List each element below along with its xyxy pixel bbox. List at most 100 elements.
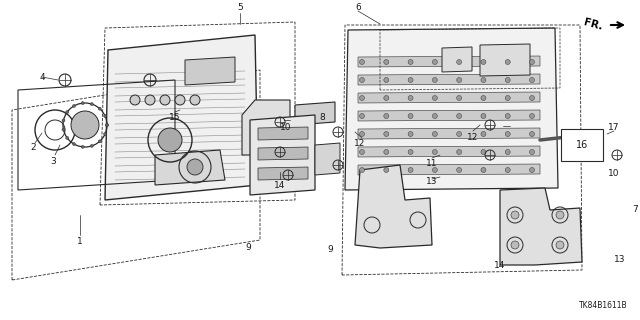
Text: 14: 14 (275, 180, 285, 189)
Polygon shape (358, 92, 540, 103)
Text: 13: 13 (426, 178, 438, 187)
Circle shape (433, 60, 437, 65)
Text: 9: 9 (327, 245, 333, 254)
Polygon shape (480, 44, 530, 76)
Circle shape (408, 114, 413, 118)
Circle shape (505, 77, 510, 83)
Circle shape (145, 95, 155, 105)
Circle shape (71, 111, 99, 139)
Circle shape (433, 167, 437, 172)
Polygon shape (500, 188, 582, 265)
Text: 14: 14 (494, 260, 506, 269)
Circle shape (384, 60, 388, 65)
Circle shape (90, 103, 93, 106)
Circle shape (130, 95, 140, 105)
Circle shape (360, 60, 365, 65)
Circle shape (457, 114, 461, 118)
Polygon shape (258, 147, 308, 160)
Circle shape (457, 149, 461, 155)
Circle shape (457, 95, 461, 100)
Circle shape (529, 60, 534, 65)
Circle shape (104, 132, 107, 135)
Circle shape (360, 77, 365, 83)
Circle shape (158, 128, 182, 152)
Circle shape (481, 60, 486, 65)
Circle shape (81, 145, 84, 148)
Circle shape (481, 114, 486, 118)
Circle shape (433, 114, 437, 118)
Circle shape (505, 114, 510, 118)
Circle shape (505, 132, 510, 137)
Circle shape (66, 136, 68, 140)
Circle shape (505, 60, 510, 65)
Circle shape (481, 95, 486, 100)
Text: 10: 10 (280, 123, 292, 132)
Circle shape (529, 114, 534, 118)
Circle shape (556, 211, 564, 219)
Circle shape (106, 124, 109, 126)
Circle shape (457, 132, 461, 137)
Circle shape (98, 107, 101, 110)
Circle shape (62, 119, 65, 122)
Circle shape (384, 114, 388, 118)
Polygon shape (358, 128, 540, 139)
Circle shape (433, 95, 437, 100)
Text: 7: 7 (632, 205, 638, 214)
Circle shape (408, 132, 413, 137)
Circle shape (433, 77, 437, 83)
Circle shape (360, 95, 365, 100)
Circle shape (408, 77, 413, 83)
Circle shape (457, 60, 461, 65)
Polygon shape (358, 56, 540, 67)
Circle shape (66, 111, 68, 114)
Circle shape (408, 60, 413, 65)
Polygon shape (355, 165, 432, 248)
Circle shape (384, 95, 388, 100)
Circle shape (72, 104, 76, 108)
Polygon shape (258, 167, 308, 180)
Text: 16: 16 (576, 140, 588, 150)
Circle shape (433, 149, 437, 155)
Polygon shape (358, 110, 540, 121)
Circle shape (81, 102, 84, 105)
FancyBboxPatch shape (561, 129, 603, 161)
Polygon shape (242, 100, 290, 155)
Text: FR.: FR. (582, 18, 604, 32)
Polygon shape (358, 74, 540, 85)
Text: 15: 15 (169, 114, 180, 123)
Text: 13: 13 (614, 255, 626, 265)
Polygon shape (185, 57, 235, 85)
Circle shape (511, 241, 519, 249)
Circle shape (481, 77, 486, 83)
Circle shape (505, 149, 510, 155)
Circle shape (408, 167, 413, 172)
Circle shape (384, 77, 388, 83)
Circle shape (408, 149, 413, 155)
Circle shape (160, 95, 170, 105)
Text: 3: 3 (50, 157, 56, 166)
Circle shape (360, 132, 365, 137)
Circle shape (104, 115, 107, 117)
Polygon shape (358, 146, 540, 157)
Text: 6: 6 (355, 4, 361, 12)
Polygon shape (295, 102, 335, 125)
Circle shape (384, 149, 388, 155)
Polygon shape (315, 143, 340, 175)
Text: 11: 11 (426, 158, 438, 167)
Polygon shape (155, 150, 225, 185)
Polygon shape (345, 28, 558, 190)
Circle shape (481, 132, 486, 137)
Circle shape (529, 95, 534, 100)
Circle shape (511, 211, 519, 219)
Polygon shape (258, 127, 308, 140)
Circle shape (360, 149, 365, 155)
Circle shape (384, 167, 388, 172)
Text: 12: 12 (467, 132, 479, 141)
Circle shape (529, 132, 534, 137)
Circle shape (360, 114, 365, 118)
Circle shape (529, 77, 534, 83)
Circle shape (457, 167, 461, 172)
Text: 10: 10 (608, 169, 620, 178)
Circle shape (481, 167, 486, 172)
Text: 8: 8 (319, 114, 325, 123)
